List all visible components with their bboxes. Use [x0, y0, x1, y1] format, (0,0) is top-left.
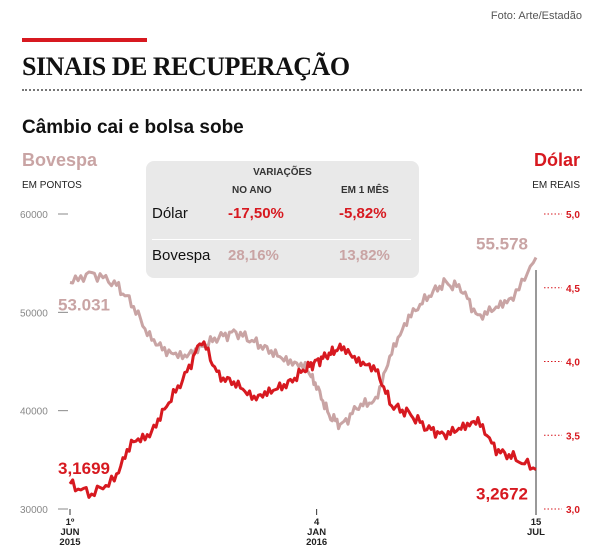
bovespa-end-label: 55.578 — [476, 234, 528, 253]
x-tick-label: JAN — [307, 527, 326, 538]
dolar-start-label: 3,1699 — [58, 459, 110, 478]
variations-title: VARIAÇÕES — [253, 167, 312, 178]
bovespa-year-value: 28,16% — [228, 247, 279, 264]
x-tick-label: JUL — [527, 527, 545, 538]
right-tick-label: 4,5 — [566, 284, 580, 295]
right-tick-label: 4,0 — [566, 358, 580, 369]
dolar-year-value: -17,50% — [228, 205, 284, 222]
left-tick-label: 50000 — [20, 308, 48, 319]
x-tick-label: 2016 — [306, 537, 327, 548]
col-header-month: EM 1 MÊS — [341, 185, 389, 196]
x-tick-label: 4 — [314, 517, 320, 528]
bovespa-start-label: 53.031 — [58, 296, 110, 315]
row-divider — [152, 239, 411, 240]
bovespa-month-value: 13,82% — [339, 247, 390, 264]
x-tick-label: JUN — [60, 527, 79, 538]
credit: Foto: Arte/Estadão — [490, 10, 582, 22]
right-tick-label: 3,0 — [566, 505, 580, 516]
left-axis-unit: EM PONTOS — [22, 180, 82, 191]
chart-subtitle: Câmbio cai e bolsa sobe — [22, 117, 244, 138]
right-tick-label: 3,5 — [566, 431, 580, 442]
left-tick-label: 60000 — [20, 210, 48, 221]
right-series-label: Dólar — [533, 150, 580, 170]
col-header-year: NO ANO — [232, 185, 272, 196]
row-label-dolar: Dólar — [152, 205, 188, 222]
x-tick-label: 15 — [531, 517, 542, 528]
dolar-month-value: -5,82% — [339, 205, 387, 222]
x-tick-label: 1º — [66, 517, 75, 528]
dolar-line — [68, 340, 537, 499]
right-axis-unit: EM REAIS — [532, 180, 580, 191]
accent-bar — [22, 38, 147, 42]
x-tick-label: 2015 — [59, 537, 81, 548]
variations-box: VARIAÇÕES NO ANO EM 1 MÊS Dólar -17,50% … — [146, 161, 419, 278]
left-series-label: Bovespa — [22, 150, 98, 170]
headline: SINAIS DE RECUPERAÇÃO — [22, 52, 350, 81]
dotted-divider — [22, 89, 582, 91]
dolar-end-label: 3,2672 — [476, 485, 528, 504]
left-tick-label: 30000 — [20, 505, 48, 516]
bovespa-line — [69, 256, 538, 431]
left-tick-label: 40000 — [20, 407, 48, 418]
row-label-bovespa: Bovespa — [152, 247, 211, 264]
right-tick-label: 5,0 — [566, 210, 580, 221]
